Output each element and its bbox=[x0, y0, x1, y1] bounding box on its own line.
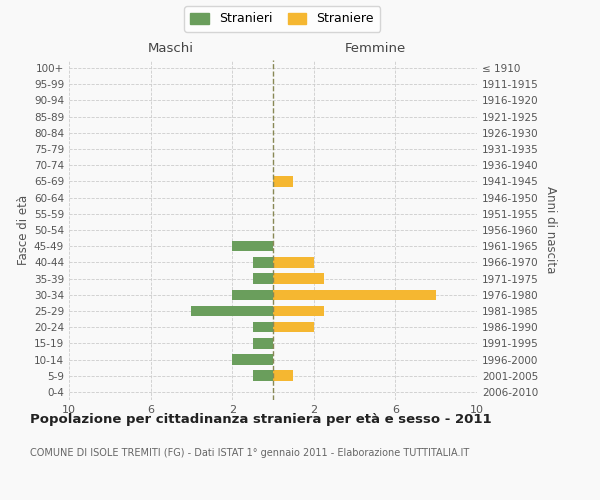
Bar bbox=[232, 290, 273, 300]
Bar bbox=[273, 176, 293, 186]
Bar bbox=[273, 290, 436, 300]
Text: Femmine: Femmine bbox=[344, 42, 406, 55]
Y-axis label: Anni di nascita: Anni di nascita bbox=[544, 186, 557, 274]
Y-axis label: Fasce di età: Fasce di età bbox=[17, 195, 30, 265]
Bar bbox=[253, 322, 273, 332]
Bar bbox=[232, 241, 273, 252]
Bar bbox=[273, 322, 314, 332]
Bar bbox=[253, 257, 273, 268]
Bar bbox=[273, 306, 324, 316]
Legend: Stranieri, Straniere: Stranieri, Straniere bbox=[184, 6, 380, 32]
Bar bbox=[191, 306, 273, 316]
Bar bbox=[273, 257, 314, 268]
Text: Popolazione per cittadinanza straniera per età e sesso - 2011: Popolazione per cittadinanza straniera p… bbox=[30, 412, 491, 426]
Text: Maschi: Maschi bbox=[148, 42, 194, 55]
Bar bbox=[253, 370, 273, 381]
Bar bbox=[253, 338, 273, 348]
Bar bbox=[273, 370, 293, 381]
Bar bbox=[273, 274, 324, 284]
Text: COMUNE DI ISOLE TREMITI (FG) - Dati ISTAT 1° gennaio 2011 - Elaborazione TUTTITA: COMUNE DI ISOLE TREMITI (FG) - Dati ISTA… bbox=[30, 448, 469, 458]
Bar bbox=[232, 354, 273, 365]
Bar bbox=[253, 274, 273, 284]
